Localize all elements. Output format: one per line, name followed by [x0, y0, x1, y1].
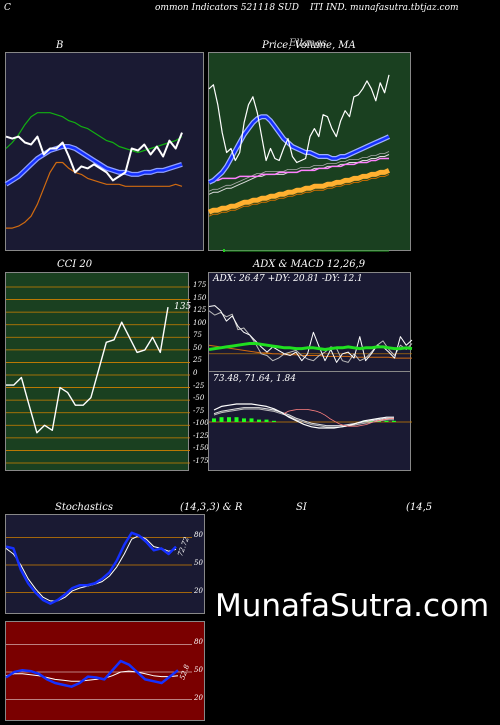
macd-histogram-bar — [392, 420, 396, 422]
minus-di-line — [208, 310, 413, 363]
cci-tick-label: -175 — [193, 457, 209, 465]
cci-title: CCI 20 — [57, 259, 93, 270]
header-right: ITI IND. munafasutra.tbtjaz.com — [310, 3, 459, 13]
bollinger-lower-line — [6, 161, 183, 229]
rsi-title: SI — [296, 502, 307, 513]
cci-line — [6, 306, 169, 434]
cci-tick-label: 150 — [193, 293, 207, 302]
cci-tick-label: -25 — [193, 381, 205, 390]
cci-tick-label: -75 — [193, 406, 205, 415]
rsi-average-line — [5, 670, 179, 682]
price-orange-ma-line — [207, 168, 391, 215]
adx-macd-title: ADX & MACD 12,26,9 — [253, 259, 366, 270]
macd-histogram-bar — [384, 420, 389, 422]
cci-tick-label: 25 — [193, 356, 202, 365]
stochastics-axis: 80 50 20 — [190, 514, 210, 614]
macd-panel — [208, 371, 412, 471]
rsi-axis: 80 50 20 — [190, 621, 210, 721]
stochastics-title: Stochastics — [55, 502, 113, 513]
stochastics-tick-label: 20 — [194, 586, 203, 595]
volume-bar — [223, 249, 225, 252]
cci-tick-label: 75 — [193, 331, 202, 340]
rsi-panel: 52.8 — [5, 621, 205, 721]
price-ma-chart — [207, 74, 391, 252]
cci-tick-label: 175 — [193, 281, 207, 289]
bollinger-upper-line — [5, 112, 183, 154]
macd-histogram-bar — [242, 418, 246, 422]
bollinger-chart — [4, 112, 183, 229]
price-ma-title-overlay: Ellangs — [289, 38, 327, 49]
macd-histogram-bar — [257, 419, 261, 422]
cci-tick-label: -125 — [193, 431, 209, 440]
cci-tick-label: -100 — [193, 419, 209, 428]
cci-tick-label: 125 — [193, 306, 207, 315]
bollinger-panel — [4, 52, 204, 251]
adx-orange-line — [208, 344, 412, 359]
cci-tick-label: -50 — [193, 394, 205, 403]
cci-axis: 175 150 125 100 75 50 25 0 -25 -50 -75 -100 -125 -150… — [189, 272, 219, 471]
macd-histogram-bar — [369, 420, 374, 422]
cci-tick-label: -150 — [193, 444, 209, 453]
stochastics-k-line — [5, 531, 177, 605]
macd-signal-line — [213, 407, 394, 427]
cci-panel: 135 — [5, 272, 191, 471]
rsi-params: (14,5 — [406, 502, 433, 513]
bollinger-title: B — [56, 40, 64, 51]
stochastics-tick-label: 80 — [194, 531, 203, 540]
adx-panel — [208, 272, 413, 372]
price-line — [208, 74, 390, 164]
adx-line — [208, 342, 413, 351]
macd-label: 73.48, 71.64, 1.84 — [213, 374, 297, 384]
rsi-tick-label: 50 — [194, 666, 203, 674]
macd-histogram-bar — [264, 419, 269, 422]
rsi-tick-label: 80 — [194, 638, 203, 647]
macd-histogram-bar — [234, 417, 239, 422]
header-middle: ommon Indicators 521118 SUD — [155, 3, 299, 13]
rsi-tick-label: 20 — [194, 693, 203, 702]
bollinger-middle-line — [5, 145, 183, 186]
stochastics-chart: 72.72 — [5, 531, 192, 605]
bollinger-price-line — [5, 132, 183, 182]
price-ma-title: Price, Volume, MA — [262, 40, 356, 51]
macd-chart — [209, 403, 412, 429]
cci-tick-label: 0 — [193, 369, 198, 377]
stochastics-params: (14,3,3) & R — [180, 502, 243, 513]
macd-histogram-bar — [219, 417, 224, 422]
watermark: MunafaSutra.com — [215, 588, 490, 624]
macd-histogram-bar — [212, 418, 216, 422]
rsi-chart: 52.8 — [5, 644, 192, 700]
price-grey-ma-line — [208, 151, 390, 192]
price-magenta-ma-line — [209, 157, 389, 182]
macd-histogram-bar — [227, 417, 231, 422]
price-orange-ma-shadow — [208, 173, 390, 217]
macd-signal-shadow — [213, 408, 394, 428]
stochastics-last-value: 72.72 — [176, 535, 191, 557]
stochastics-panel: 72.72 — [5, 514, 205, 614]
rsi-line — [5, 659, 179, 688]
adx-label: ADX: 26.47 +DY: 20.81 -DY: 12.1 — [213, 274, 363, 284]
cci-tick-label: 50 — [193, 343, 202, 352]
header-left: C — [4, 3, 11, 13]
price-blue-ma-line — [208, 115, 390, 184]
price-ma-panel — [207, 52, 411, 252]
stochastics-tick-label: 50 — [194, 559, 203, 567]
cci-tick-label: 100 — [193, 318, 207, 327]
macd-histogram-bar — [272, 420, 276, 422]
cci-last-value: 135 — [174, 302, 191, 312]
cci-chart: 135 — [6, 286, 191, 464]
macd-line — [213, 403, 394, 429]
macd-histogram-bar — [249, 418, 254, 422]
macd-red-line — [283, 409, 394, 427]
adx-chart — [208, 305, 413, 363]
